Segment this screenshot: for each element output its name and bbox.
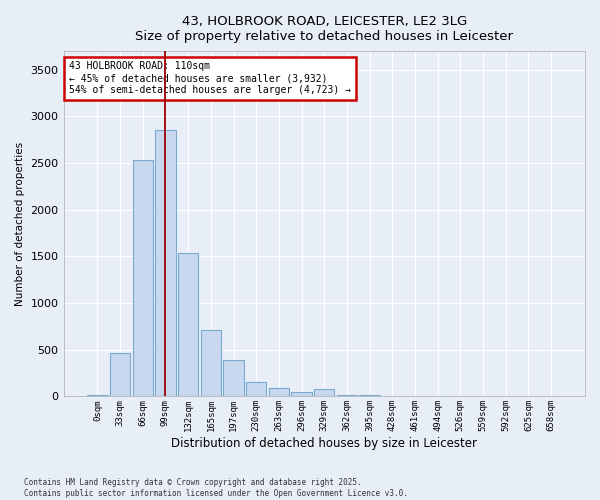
- Bar: [133, 160, 153, 396]
- Bar: [223, 360, 244, 397]
- Bar: [87, 395, 107, 396]
- Title: 43, HOLBROOK ROAD, LEICESTER, LE2 3LG
Size of property relative to detached hous: 43, HOLBROOK ROAD, LEICESTER, LE2 3LG Si…: [135, 15, 513, 43]
- X-axis label: Distribution of detached houses by size in Leicester: Distribution of detached houses by size …: [171, 437, 477, 450]
- Text: Contains HM Land Registry data © Crown copyright and database right 2025.
Contai: Contains HM Land Registry data © Crown c…: [24, 478, 408, 498]
- Y-axis label: Number of detached properties: Number of detached properties: [15, 142, 25, 306]
- Bar: [110, 354, 130, 397]
- Bar: [246, 382, 266, 396]
- Bar: [200, 330, 221, 396]
- Bar: [314, 389, 334, 396]
- Bar: [178, 252, 199, 396]
- Bar: [155, 130, 176, 396]
- Bar: [269, 388, 289, 396]
- Bar: [292, 392, 312, 396]
- Text: 43 HOLBROOK ROAD: 110sqm
← 45% of detached houses are smaller (3,932)
54% of sem: 43 HOLBROOK ROAD: 110sqm ← 45% of detach…: [69, 62, 351, 94]
